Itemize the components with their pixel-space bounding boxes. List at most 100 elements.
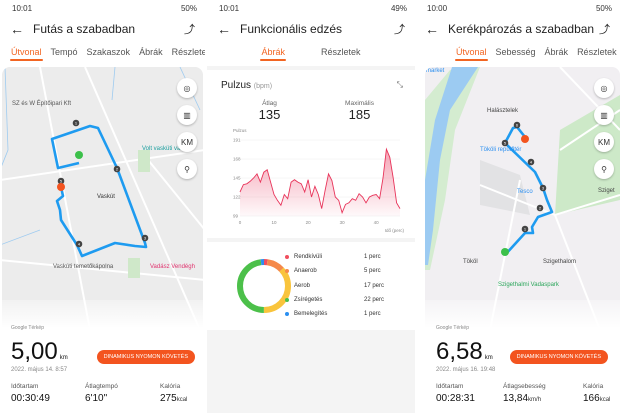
- svg-text:Halásztelek: Halásztelek: [487, 108, 519, 114]
- y-tick-label: 122: [233, 195, 241, 200]
- zone-legend-item: Rendkívüli 1 perc: [285, 250, 395, 264]
- y-tick-label: 168: [233, 157, 241, 162]
- tab-segments[interactable]: Szakaszok: [86, 47, 131, 57]
- battery-level: 50%: [180, 4, 197, 13]
- zone-legend-item: Bemelegítés 1 perc: [285, 307, 395, 321]
- page-title: Futás a szabadban: [33, 22, 136, 36]
- status-bar: 10:01 50%: [12, 4, 197, 13]
- workout-date: 2022. május 14. 8:57: [11, 367, 68, 373]
- back-arrow-icon[interactable]: ←: [425, 21, 439, 37]
- dynamic-tracking-button[interactable]: DINAMIKUS NYOMON KÖVETÉS: [96, 350, 195, 364]
- route-marker-icon[interactable]: ⚲: [177, 159, 197, 179]
- km-marker: 2: [539, 206, 542, 211]
- tab-route[interactable]: Útvonal: [452, 47, 491, 61]
- tab-speed[interactable]: Sebesség: [495, 47, 536, 57]
- km-button[interactable]: KM: [594, 132, 614, 152]
- stat-duration: Időtartam 00:30:49: [11, 383, 50, 404]
- max-pulse: 185: [348, 107, 371, 122]
- pulse-area: [240, 149, 400, 216]
- zone-dot: [285, 312, 289, 317]
- cycling-screen: 10:00 50% ← Kerékpározás a szabadban ⤴ Útvo…: [415, 0, 620, 413]
- zone-legend-item: Zsírégetés 22 perc: [285, 293, 395, 307]
- distance-value: 6,58 km: [436, 338, 493, 365]
- end-pin-icon: [57, 183, 65, 191]
- km-marker: 1: [524, 227, 527, 232]
- x-tick-label: 0: [239, 220, 242, 225]
- functional-training-screen: 10:01 49% ← Funkcionális edzés ⤴ Ábrák Rész…: [207, 0, 415, 413]
- tab-details[interactable]: Részletek: [577, 47, 617, 57]
- map-type-icon[interactable]: ▥: [177, 105, 197, 125]
- x-tick-label: 30: [340, 220, 346, 225]
- end-pin-icon: [521, 135, 529, 143]
- pulse-chart: Pulzus 99 122 145 168 191 0 10 20 30 40 Idő (perc): [233, 128, 405, 233]
- map-controls: ◎ ▥ KM ⚲: [594, 78, 614, 179]
- tab-charts[interactable]: Ábrák: [139, 47, 163, 57]
- start-pin-icon: [501, 248, 509, 256]
- status-time: 10:01: [12, 4, 33, 13]
- x-tick-label: 10: [272, 220, 278, 225]
- km-marker: 3: [144, 236, 147, 241]
- running-screen: 10:01 50% ← Futás a szabadban ⤴ Útvonal Tem…: [0, 0, 205, 413]
- zone-legend-item: Aerob 17 perc: [285, 279, 395, 293]
- share-icon[interactable]: ⤴: [394, 24, 405, 36]
- km-marker: 1: [75, 121, 78, 126]
- stat-calories: Kalória 275kcal: [160, 383, 188, 404]
- share-icon[interactable]: ⤴: [184, 24, 195, 36]
- stat-calories: Kalória 166kcal: [583, 383, 611, 404]
- km-marker: 6: [516, 123, 519, 128]
- km-marker: 4: [78, 242, 81, 247]
- tab-charts[interactable]: Ábrák: [257, 47, 289, 61]
- zone-slice: [237, 259, 291, 313]
- map-controls: ◎ ▥ KM ⚲: [177, 78, 197, 179]
- zone-dot: [285, 269, 289, 274]
- svg-text:Tesco: Tesco: [517, 189, 533, 195]
- back-arrow-icon[interactable]: ←: [10, 21, 24, 37]
- y-tick-label: 191: [233, 138, 241, 143]
- zone-dot: [285, 283, 289, 288]
- tab-route[interactable]: Útvonal: [7, 47, 46, 61]
- km-marker: 2: [116, 167, 119, 172]
- map-attribution: Google Térkép: [11, 325, 44, 331]
- x-tick-label: 20: [306, 220, 312, 225]
- svg-text:Szigethalmi Vadaspark: Szigethalmi Vadaspark: [498, 282, 560, 288]
- map-type-icon[interactable]: ▥: [594, 105, 614, 125]
- y-axis-label: Pulzus: [233, 128, 247, 133]
- map-label: Vaskút: [97, 194, 115, 200]
- dynamic-tracking-button[interactable]: DINAMIKUS NYOMON KÖVETÉS: [509, 350, 608, 364]
- status-bar: 10:00 50%: [427, 4, 612, 13]
- share-icon[interactable]: ⤴: [599, 24, 610, 36]
- page-title: Kerékpározás a szabadban: [448, 22, 595, 36]
- svg-text:market: market: [426, 68, 445, 74]
- pulse-line: [239, 147, 401, 215]
- tab-details[interactable]: Részletek: [171, 47, 205, 57]
- km-marker: 5: [60, 179, 63, 184]
- locate-icon[interactable]: ◎: [594, 78, 614, 98]
- tab-charts[interactable]: Ábrák: [544, 47, 569, 57]
- locate-icon[interactable]: ◎: [177, 78, 197, 98]
- workout-date: 2022. május 16. 19:48: [436, 367, 496, 373]
- zone-dot: [285, 255, 289, 260]
- y-tick-label: 99: [233, 214, 239, 219]
- svg-text:Tököli repülőtér: Tököli repülőtér: [480, 147, 521, 153]
- tab-pace[interactable]: Tempó: [50, 47, 78, 57]
- zone-dot: [285, 298, 289, 303]
- zone-slice: [237, 259, 291, 313]
- map-attribution: Google Térkép: [436, 325, 469, 331]
- km-button[interactable]: KM: [177, 132, 197, 152]
- route-marker-icon[interactable]: ⚲: [594, 159, 614, 179]
- km-marker: 5: [504, 141, 507, 146]
- page-title: Funkcionális edzés: [240, 22, 343, 36]
- back-arrow-icon[interactable]: ←: [217, 21, 231, 37]
- km-marker: 4: [530, 160, 533, 165]
- pulse-card: Pulzus (bpm) ⤡ Átlag 135 Maximális 185 Pul…: [207, 70, 415, 238]
- zones-card: Rendkívüli 1 perc Anaerob 5 perc Aerob 17 per…: [207, 242, 415, 330]
- start-pin-icon: [75, 151, 83, 159]
- x-tick-label: 40: [374, 220, 380, 225]
- map-label: Volt vasküti vasútál: [142, 146, 193, 152]
- map-label: SZ és W Építőipari Kft: [12, 100, 71, 107]
- svg-text:Szigethalom: Szigethalom: [543, 259, 576, 265]
- stat-pace: Átlagtempó 6'10": [85, 383, 118, 404]
- tab-details[interactable]: Részletek: [321, 47, 361, 57]
- x-axis-label: Idő (perc): [385, 228, 405, 233]
- expand-icon[interactable]: ⤡: [396, 80, 403, 89]
